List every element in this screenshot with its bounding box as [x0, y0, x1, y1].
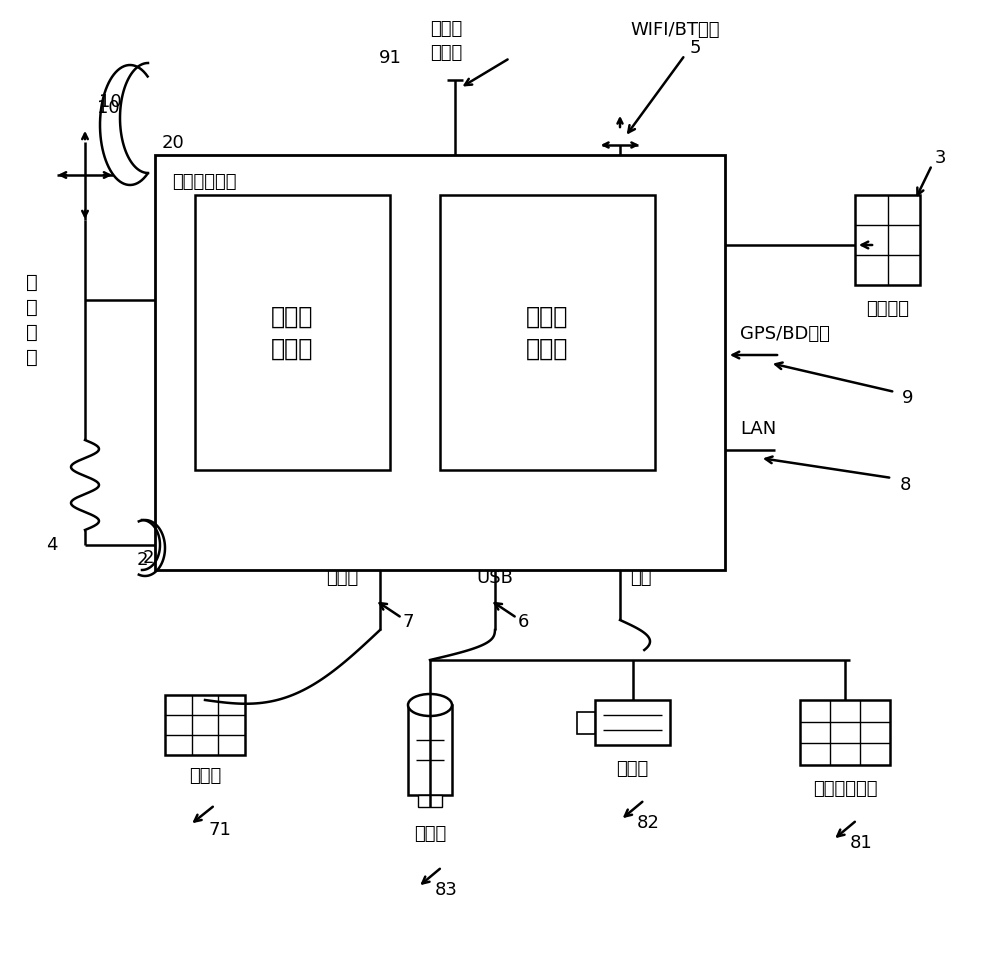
Text: 9: 9 — [902, 389, 914, 407]
Text: 电话口: 电话口 — [326, 569, 358, 587]
Text: 3: 3 — [934, 149, 946, 167]
Text: 4: 4 — [46, 536, 58, 554]
Text: 10: 10 — [97, 99, 119, 117]
Text: 交换机: 交换机 — [414, 825, 446, 843]
Bar — [800, 700, 890, 765]
Bar — [165, 695, 245, 755]
Bar — [195, 195, 390, 470]
Text: 71: 71 — [209, 821, 231, 839]
Text: 移动终端: 移动终端 — [866, 300, 909, 318]
Text: 81: 81 — [850, 834, 872, 852]
Bar — [440, 195, 655, 470]
Text: GPS/BD天线: GPS/BD天线 — [740, 325, 830, 343]
Text: 5: 5 — [689, 39, 701, 57]
Text: 82: 82 — [637, 814, 660, 832]
Text: 91: 91 — [379, 49, 401, 67]
Text: 6: 6 — [517, 613, 529, 631]
Text: LAN: LAN — [740, 420, 776, 438]
Text: 10: 10 — [99, 93, 121, 111]
Text: 路由器: 路由器 — [616, 760, 649, 778]
Text: USB: USB — [477, 569, 513, 587]
Text: 卫
星
天
线: 卫 星 天 线 — [26, 273, 38, 367]
Text: 83: 83 — [435, 881, 457, 899]
Bar — [418, 795, 442, 807]
Text: 电话机: 电话机 — [189, 767, 221, 785]
Text: 卫星固定终端: 卫星固定终端 — [813, 780, 877, 798]
Text: 卫星通
信芯片: 卫星通 信芯片 — [271, 304, 314, 360]
Bar — [595, 700, 670, 745]
Text: 外接电
源接口: 外接电 源接口 — [430, 20, 462, 62]
Text: 2: 2 — [142, 549, 154, 567]
Bar — [155, 155, 725, 570]
Text: WIFI/BT天线: WIFI/BT天线 — [630, 21, 720, 39]
Text: 应用处
理芯片: 应用处 理芯片 — [526, 304, 569, 360]
Text: 2: 2 — [137, 551, 148, 569]
Text: 卫星热点主板: 卫星热点主板 — [172, 173, 237, 191]
Bar — [577, 712, 595, 734]
Ellipse shape — [408, 694, 452, 716]
Text: 8: 8 — [899, 476, 911, 494]
Text: 网线: 网线 — [630, 569, 652, 587]
Text: 7: 7 — [402, 613, 414, 631]
Bar — [408, 705, 452, 795]
Bar — [855, 195, 920, 285]
Text: 20: 20 — [162, 134, 185, 152]
